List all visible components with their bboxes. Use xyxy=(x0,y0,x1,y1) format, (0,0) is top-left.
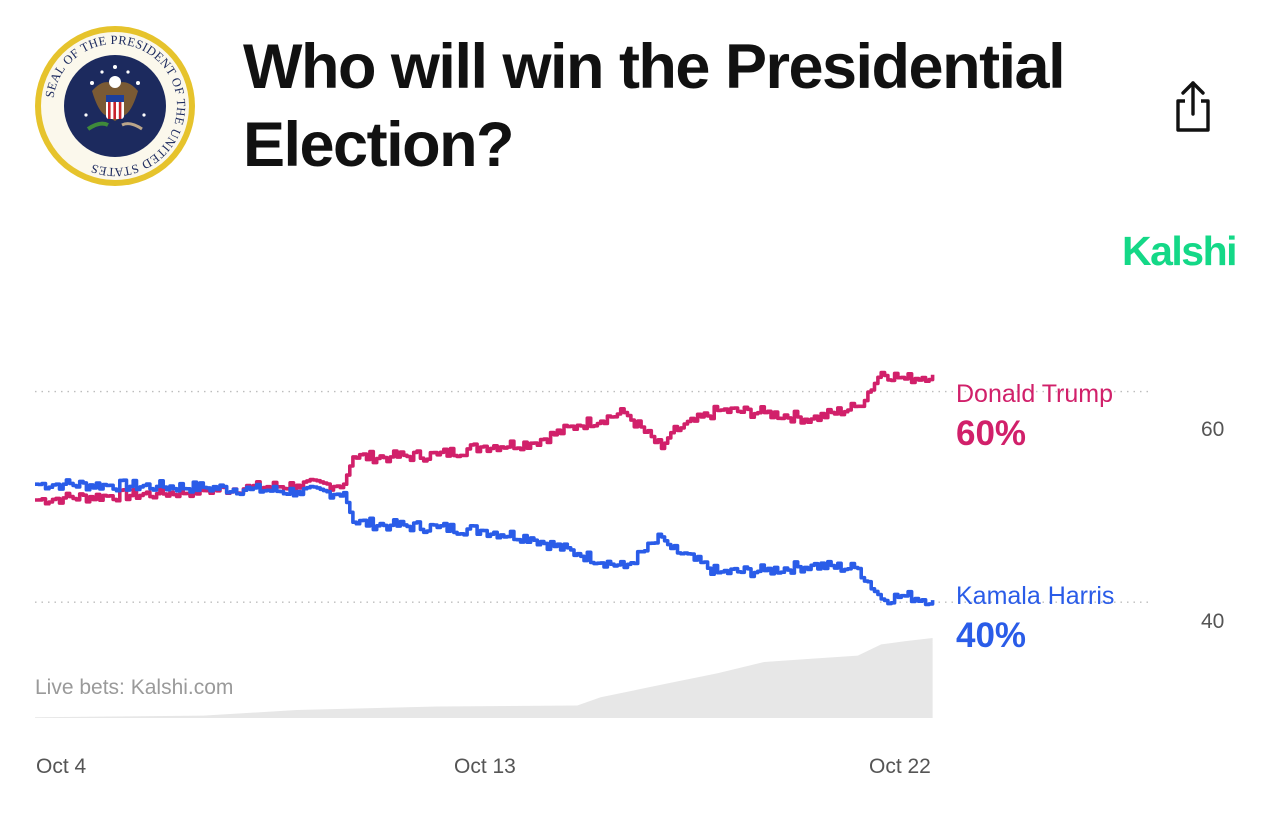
x-tick-label: Oct 13 xyxy=(454,755,516,778)
harris-line xyxy=(35,478,935,607)
trump-legend-value: 60% xyxy=(956,414,1027,453)
presidential-seal: SEAL OF THE PRESIDENT OF THE UNITED STAT… xyxy=(35,26,195,186)
share-icon[interactable] xyxy=(1170,80,1216,134)
volume-area xyxy=(35,638,933,718)
kalshi-logo[interactable]: Kalshi xyxy=(1122,228,1238,274)
trump-legend-name: Donald Trump xyxy=(956,380,1114,408)
page-title: Who will win the Presidential Election? xyxy=(243,32,1066,180)
x-tick-label: Oct 4 xyxy=(36,755,87,778)
harris-legend-value: 40% xyxy=(956,616,1027,655)
x-tick-label: Oct 22 xyxy=(869,755,931,778)
y-tick-label: 40 xyxy=(1201,610,1225,633)
y-tick-label: 60 xyxy=(1201,418,1225,441)
harris-legend-name: Kamala Harris xyxy=(956,582,1115,610)
source-note: Live bets: Kalshi.com xyxy=(35,676,234,699)
trump-line xyxy=(35,370,935,506)
